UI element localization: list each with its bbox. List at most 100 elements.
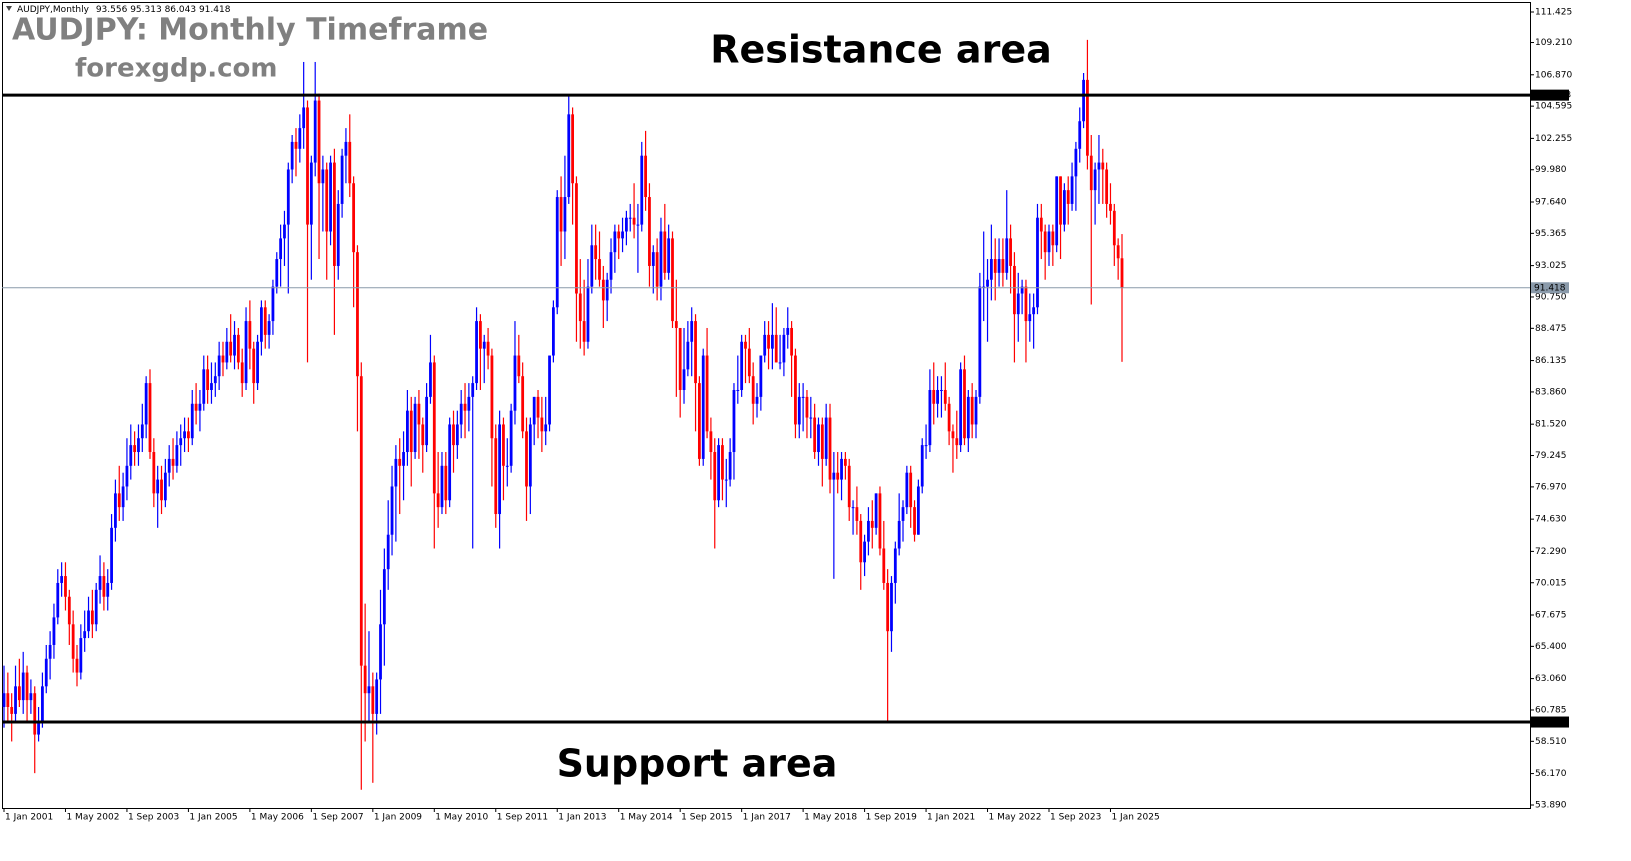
candle-body: [240, 362, 244, 384]
candle-body: [94, 589, 98, 625]
candle-body: [375, 679, 379, 714]
candle-body: [183, 431, 186, 439]
candle-body: [436, 493, 440, 508]
candle-body: [974, 396, 978, 425]
candle-body: [763, 334, 767, 356]
candle-body: [110, 527, 113, 583]
candle-body: [167, 458, 171, 473]
candle-body: [363, 665, 367, 694]
price-line-label: 91.418: [1534, 283, 1566, 293]
last-low: 86.043: [165, 5, 197, 15]
candle-body: [886, 582, 890, 632]
candle-body: [333, 162, 336, 266]
candle-body: [594, 245, 598, 260]
x-tick-label: 1 May 2018: [804, 813, 857, 823]
candle-body: [171, 458, 175, 466]
candle-body: [2, 693, 6, 708]
x-tick-label: 1 Sep 2015: [681, 813, 732, 823]
candle-body: [1001, 259, 1005, 273]
candle-body: [17, 686, 21, 701]
last-open: 93.556: [96, 5, 128, 15]
candle-body: [14, 686, 17, 714]
candle-body: [882, 548, 886, 583]
candle-body: [367, 686, 371, 694]
candle-body: [759, 355, 763, 397]
candle-body: [943, 389, 947, 404]
candle-body: [705, 355, 709, 432]
candle-body: [824, 417, 828, 459]
x-tick-label: 1 May 2010: [435, 813, 488, 823]
candle-body: [859, 520, 863, 563]
candle-body: [901, 507, 905, 521]
candle-body: [1105, 169, 1109, 204]
candle-body: [440, 465, 444, 508]
candle-body: [306, 107, 309, 225]
candle-body: [1039, 217, 1043, 232]
candle-body: [244, 321, 248, 384]
candle-body: [33, 693, 37, 735]
candle-body: [863, 541, 866, 563]
candle-body: [252, 348, 256, 384]
candle-body: [1051, 231, 1055, 246]
candle-body: [390, 486, 394, 535]
y-tick-label: 86.135: [1535, 356, 1567, 366]
candle-body: [309, 162, 313, 225]
candle-body: [548, 355, 551, 425]
candle-body: [406, 410, 409, 453]
candle-body: [498, 424, 502, 515]
candle-body: [52, 617, 56, 645]
candle-body: [29, 693, 33, 701]
candle-body: [79, 638, 83, 673]
chart-title: AUDJPY: Monthly Timeframe: [12, 13, 488, 48]
annotation: Resistance area: [710, 28, 1051, 72]
candle-body: [567, 114, 571, 198]
candle-body: [44, 658, 48, 687]
candle-body: [1089, 155, 1093, 191]
candle-body: [229, 341, 233, 356]
support-line-label: 59.910: [1534, 718, 1566, 728]
candle-body: [348, 141, 352, 184]
candle-body: [713, 452, 717, 501]
y-tick-label: 95.365: [1535, 229, 1567, 239]
candle-body: [847, 465, 851, 508]
candle-body: [90, 610, 94, 625]
symbol-icon: [6, 6, 12, 11]
candle-body: [398, 458, 402, 466]
candle-body: [890, 582, 893, 632]
candle-body: [801, 396, 805, 398]
candle-body: [267, 321, 271, 335]
candle-body: [160, 479, 163, 501]
x-tick-label: 1 Jan 2005: [189, 813, 237, 823]
candle-body: [321, 169, 325, 184]
candle-body: [644, 155, 648, 198]
candle-body: [233, 334, 236, 356]
candle-body: [605, 279, 609, 301]
candle-body: [463, 403, 467, 411]
candle-body: [352, 183, 356, 253]
x-tick-label: 1 May 2022: [989, 813, 1042, 823]
candle-body: [536, 396, 540, 418]
candle-body: [21, 672, 25, 701]
candle-body: [590, 245, 594, 287]
candle-body: [256, 341, 259, 384]
candle-body: [98, 576, 102, 590]
candle-body: [843, 458, 847, 466]
candle-body: [928, 389, 932, 446]
candle-body: [982, 286, 986, 288]
candle-body: [478, 321, 482, 349]
candle-body: [1009, 238, 1012, 266]
candle-body: [283, 224, 286, 239]
candle-body: [913, 507, 916, 535]
plot-frame: [2, 2, 1531, 809]
candle-body: [413, 403, 417, 453]
candle-body: [236, 334, 240, 363]
candle-body: [1043, 231, 1047, 253]
candle-body: [137, 438, 140, 453]
candle-body: [636, 224, 640, 226]
x-tick-label: 1 Jan 2021: [927, 813, 975, 823]
candle-body: [125, 465, 129, 487]
candle-body: [578, 293, 582, 322]
candle-body: [559, 197, 563, 232]
candle-body: [121, 486, 125, 508]
candle-body: [840, 458, 843, 480]
